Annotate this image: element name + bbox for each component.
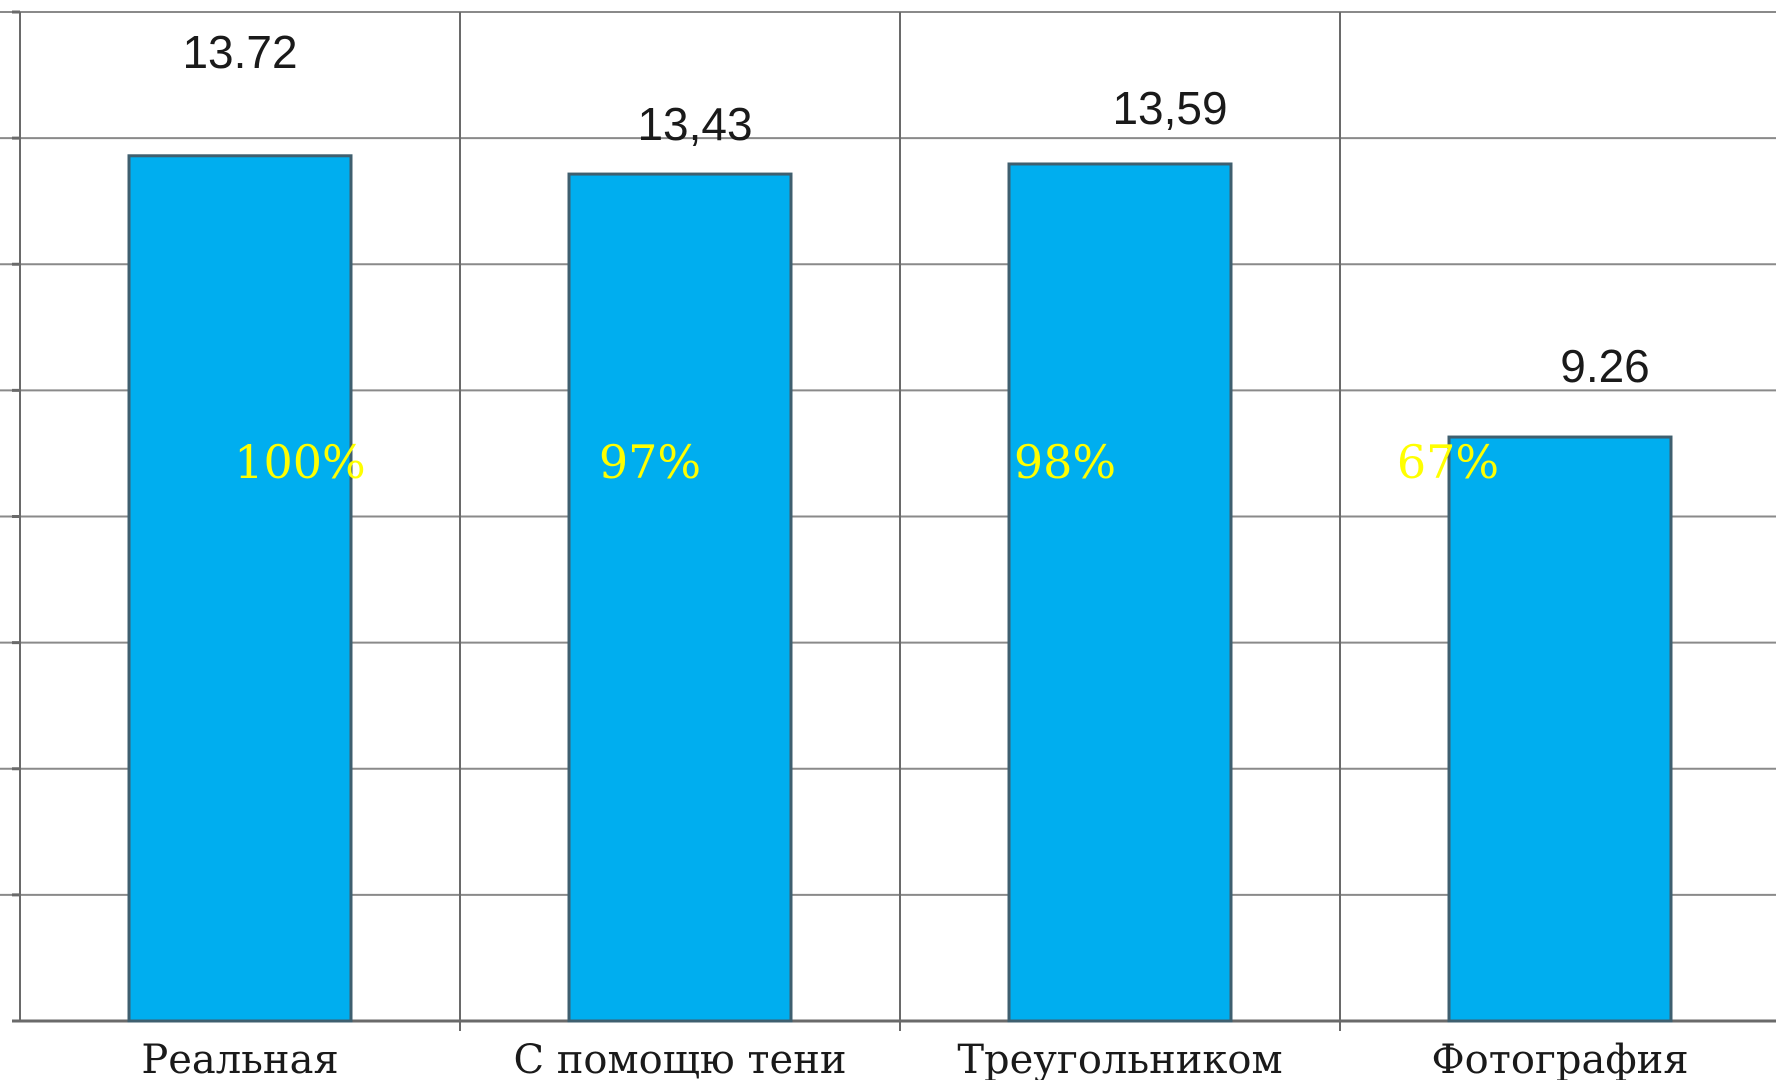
bar: [127, 154, 353, 1023]
bar: [1007, 162, 1233, 1023]
bar-percent-label: 97%: [599, 435, 701, 489]
bar-value-label: 13,43: [637, 98, 752, 150]
bar-value-label: 13.72: [182, 26, 297, 78]
bar-percent-label: 98%: [1014, 435, 1116, 489]
category-label: Треугольником: [957, 1037, 1282, 1080]
bar: [567, 172, 793, 1023]
category-label: Фотография: [1431, 1037, 1688, 1080]
category-label: С помощю тени: [513, 1037, 846, 1080]
bar: [1447, 435, 1673, 1023]
bars: [127, 154, 1673, 1023]
bar-value-label: 9.26: [1560, 340, 1650, 392]
bar-value-label: 13,59: [1112, 82, 1227, 134]
bar-percent-label: 67%: [1397, 435, 1499, 489]
category-label: Реальная: [141, 1037, 338, 1080]
bar-percent-label: 100%: [234, 435, 366, 489]
labels: 13.72 100% Реальная 13,43 97% С помощю тени 13…: [141, 26, 1688, 1080]
